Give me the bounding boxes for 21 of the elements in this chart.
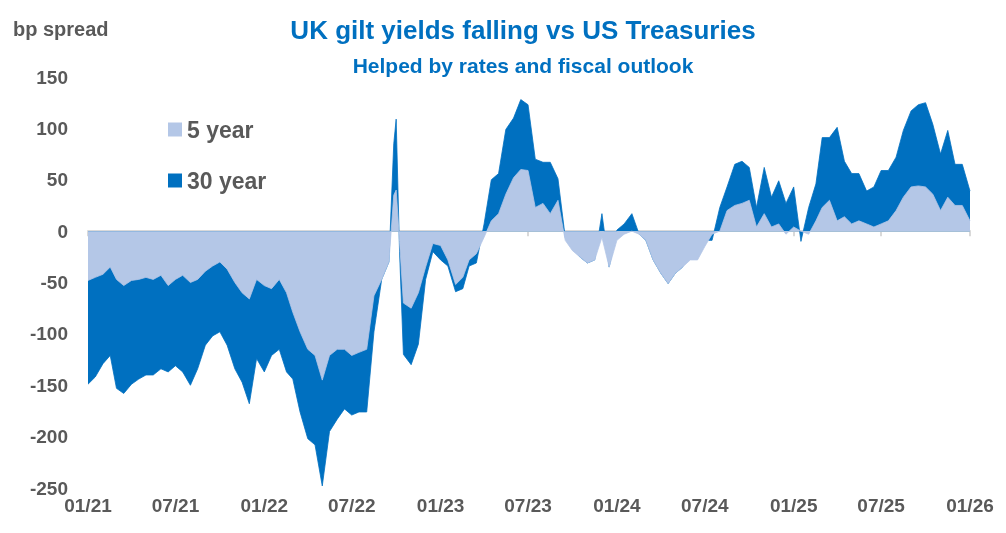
y-tick-label: 100 bbox=[36, 117, 68, 139]
x-tick-label: 01/25 bbox=[769, 495, 818, 516]
y-tick-label: -150 bbox=[29, 374, 68, 396]
x-tick-label: 01/26 bbox=[946, 495, 994, 516]
y-tick-label: -50 bbox=[40, 272, 68, 293]
y-tick-label: -200 bbox=[29, 426, 68, 448]
x-tick-label: 07/25 bbox=[857, 495, 906, 516]
y-tick-label: 0 bbox=[57, 220, 68, 242]
y-axis-title: bp spread bbox=[13, 18, 109, 40]
x-tick-label: 07/23 bbox=[504, 495, 552, 516]
y-tick-label: 50 bbox=[46, 169, 68, 191]
x-tick-label: 01/22 bbox=[240, 495, 289, 516]
x-tick-label: 07/22 bbox=[327, 495, 376, 516]
x-tick-label: 07/21 bbox=[151, 495, 200, 516]
y-tick-label: 150 bbox=[36, 66, 68, 88]
x-tick-label: 01/24 bbox=[593, 495, 642, 516]
chart-title: UK gilt yields falling vs US Treasuries bbox=[290, 15, 756, 45]
x-tick-label: 07/24 bbox=[681, 495, 730, 516]
y-tick-label: -100 bbox=[29, 323, 68, 345]
x-tick-label: 01/23 bbox=[416, 495, 465, 516]
chart-subtitle: Helped by rates and fiscal outlook bbox=[352, 54, 694, 77]
